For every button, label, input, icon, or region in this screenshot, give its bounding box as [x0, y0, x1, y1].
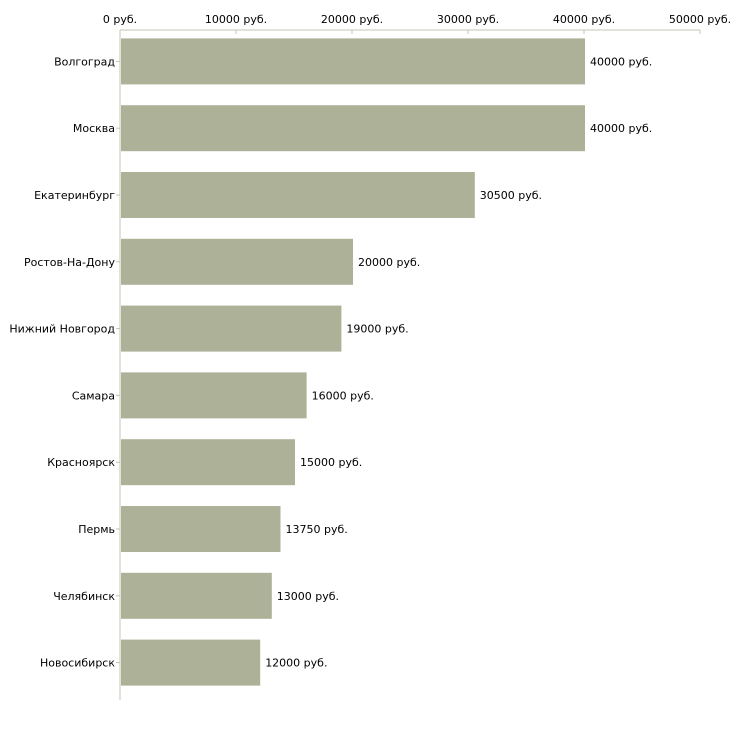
data-label: 30500 руб.: [480, 189, 542, 202]
category-label: Нижний Новгород: [9, 323, 115, 336]
bar: [121, 572, 272, 619]
bar: [121, 105, 585, 152]
category-label: Екатеринбург: [34, 189, 115, 202]
category-label: Самара: [72, 389, 115, 402]
x-tick-label: 30000 руб.: [437, 13, 499, 26]
bar: [121, 305, 342, 352]
data-label: 13000 руб.: [277, 590, 339, 603]
bar: [121, 172, 475, 218]
category-label: Челябинск: [53, 590, 115, 603]
data-label: 15000 руб.: [300, 456, 362, 469]
data-label: 13750 руб.: [286, 523, 348, 536]
data-label: 40000 руб.: [590, 122, 652, 135]
category-label: Пермь: [78, 523, 115, 536]
category-label: Волгоград: [54, 55, 115, 68]
bar: [121, 506, 281, 552]
bar: [121, 439, 295, 486]
x-tick-label: 10000 руб.: [205, 13, 267, 26]
x-tick-label: 20000 руб.: [321, 13, 383, 26]
bar: [121, 238, 353, 285]
x-tick-label: 40000 руб.: [553, 13, 615, 26]
data-label: 40000 руб.: [590, 55, 652, 68]
data-label: 12000 руб.: [265, 657, 327, 670]
data-label: 16000 руб.: [312, 389, 374, 402]
bar: [121, 38, 585, 85]
bar: [121, 372, 307, 419]
category-label: Красноярск: [47, 456, 115, 469]
bar: [121, 639, 261, 686]
data-label: 20000 руб.: [358, 256, 420, 269]
x-tick-label: 50000 руб.: [669, 13, 730, 26]
data-label: 19000 руб.: [346, 323, 408, 336]
category-label: Ростов-На-Дону: [24, 256, 115, 269]
category-label: Москва: [73, 122, 115, 135]
category-label: Новосибирск: [40, 657, 115, 670]
x-tick-label: 0 руб.: [103, 13, 137, 26]
